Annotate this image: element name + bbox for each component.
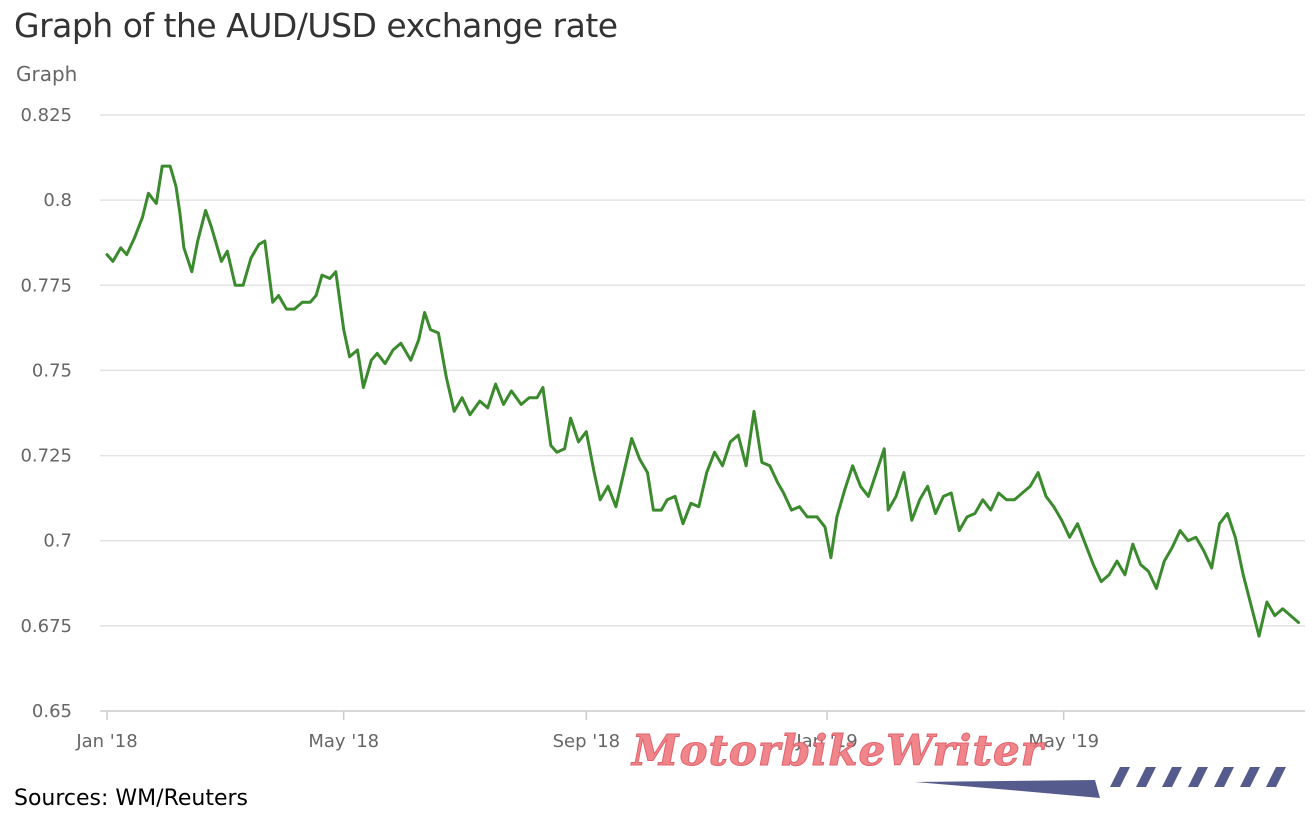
y-axis-ticks: 0.825 0.8 0.775 0.75 0.725 0.7 0.675 0.65 xyxy=(20,105,72,722)
y-tick-label: 0.725 xyxy=(20,446,72,467)
x-tick-label: Jan '19 xyxy=(795,731,857,752)
y-tick-label: 0.7 xyxy=(43,531,72,552)
y-tick-label: 0.65 xyxy=(32,701,72,722)
y-tick-label: 0.775 xyxy=(20,275,72,296)
series-line-aud-usd xyxy=(105,164,1300,638)
watermark-stripes xyxy=(1110,767,1286,787)
sources-note: Sources: WM/Reuters xyxy=(14,786,249,811)
x-tick-label: May '19 xyxy=(1028,731,1099,752)
x-axis: Jan '18 May '18 Sep '18 Jan '19 May '19 xyxy=(75,710,1305,752)
x-tick-label: May '18 xyxy=(308,731,379,752)
y-tick-label: 0.8 xyxy=(43,190,72,211)
chart-title: Graph of the AUD/USD exchange rate xyxy=(14,6,618,45)
x-tick-label: Jan '18 xyxy=(75,731,137,752)
x-tick-label: Sep '18 xyxy=(553,731,621,752)
chart-subtitle: Graph xyxy=(16,62,78,86)
watermark-text: MotorbikeWriter xyxy=(630,726,1046,775)
y-tick-label: 0.675 xyxy=(20,616,72,637)
watermark-logo: MotorbikeWriter xyxy=(630,726,1286,798)
gridlines xyxy=(100,114,1305,627)
y-tick-label: 0.75 xyxy=(32,360,72,381)
watermark-swoosh xyxy=(915,780,1100,798)
y-tick-label: 0.825 xyxy=(20,105,72,126)
